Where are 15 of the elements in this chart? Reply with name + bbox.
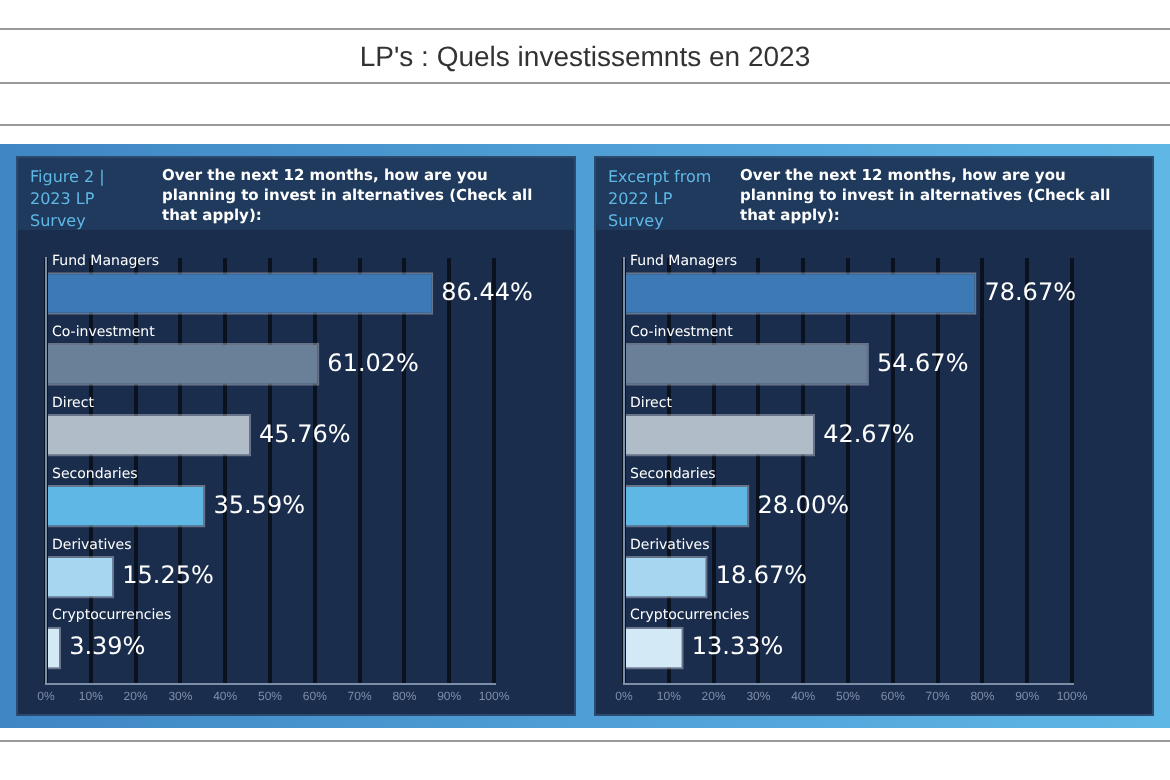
data-label: 61.02%: [327, 348, 419, 377]
caption: Figure 2 | 2023 LP Survey: [30, 166, 107, 230]
data-label: 42.67%: [823, 419, 915, 448]
data-label: 78.67%: [984, 277, 1076, 306]
data-label: 35.59%: [213, 490, 305, 519]
data-label: 86.44%: [441, 277, 533, 306]
data-label: 3.39%: [69, 632, 146, 661]
data-label: 13.33%: [691, 632, 784, 661]
data-label: 18.67%: [715, 561, 808, 590]
data-label: 45.76%: [259, 419, 351, 448]
data-label: 54.67%: [876, 348, 969, 377]
data-label: 15.25%: [122, 561, 214, 590]
data-label: 28.00%: [757, 490, 849, 519]
text: Excerpt from 2022 LP Survey: [608, 166, 714, 230]
text: LP's : Quels investissemnts en 2023: [0, 28, 1170, 84]
